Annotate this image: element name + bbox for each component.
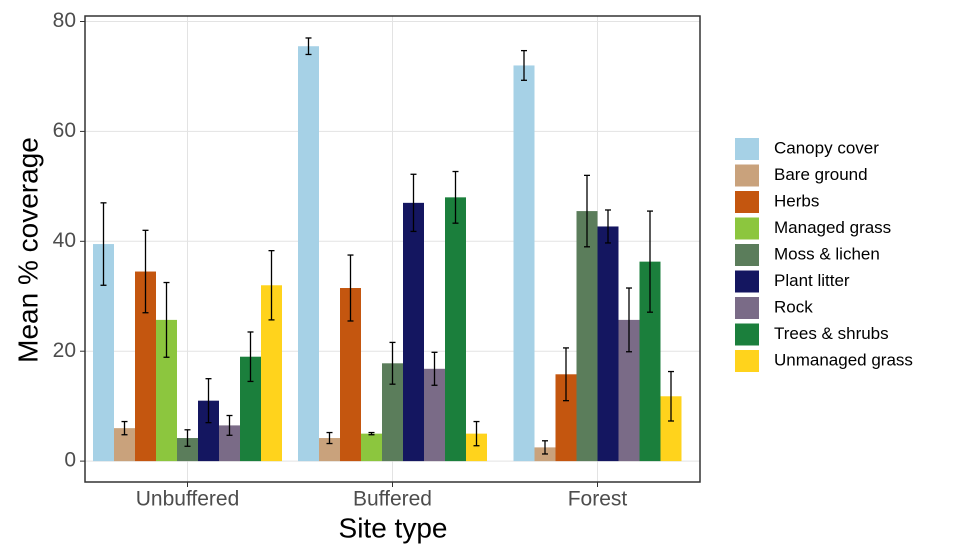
- bar: [198, 400, 219, 462]
- bar: [177, 438, 198, 462]
- legend-swatch: [735, 350, 759, 372]
- bar: [513, 65, 535, 462]
- bar: [114, 428, 135, 462]
- y-tick-label: 0: [64, 449, 76, 472]
- bar: [597, 226, 619, 462]
- legend-swatch: [735, 217, 759, 240]
- bar: [466, 433, 487, 462]
- y-axis-title: Mean % coverage: [12, 137, 43, 363]
- bar: [424, 368, 445, 462]
- legend-label: Moss & lichen: [774, 244, 880, 263]
- bar: [361, 433, 382, 462]
- y-tick-label: 20: [53, 339, 76, 362]
- bar: [135, 271, 156, 462]
- bar: [660, 396, 682, 462]
- legend-swatch: [735, 164, 759, 187]
- legend-label: Managed grass: [774, 218, 891, 237]
- bar: [93, 244, 114, 462]
- bar: [445, 197, 466, 462]
- legend-swatch: [735, 244, 759, 266]
- legend-swatch: [735, 191, 759, 213]
- bar: [298, 46, 319, 462]
- bar: [403, 202, 424, 462]
- legend-label: Plant litter: [774, 271, 850, 290]
- bar: [555, 374, 577, 462]
- legend-label: Canopy cover: [774, 138, 879, 157]
- bar: [576, 211, 598, 462]
- y-tick-label: 60: [53, 119, 76, 142]
- x-tick-label: Forest: [568, 488, 628, 511]
- y-tick-label: 80: [53, 9, 76, 32]
- bar: [219, 425, 240, 462]
- legend-label: Bare ground: [774, 165, 868, 184]
- legend-swatch: [735, 323, 759, 346]
- bar: [319, 438, 340, 462]
- legend-label: Rock: [774, 297, 813, 316]
- bar: [382, 363, 403, 462]
- legend-label: Trees & shrubs: [774, 324, 889, 343]
- legend-swatch: [735, 297, 759, 319]
- legend-label: Unmanaged grass: [774, 350, 913, 369]
- bar: [618, 319, 640, 462]
- bar: [340, 288, 361, 462]
- bar: [639, 261, 661, 462]
- y-tick-label: 40: [53, 229, 76, 252]
- legend-swatch: [735, 270, 759, 293]
- x-tick-label: Buffered: [353, 488, 432, 511]
- bar: [156, 319, 177, 462]
- plot-border: [84, 15, 701, 483]
- x-tick-label: Unbuffered: [136, 488, 240, 511]
- legend-label: Herbs: [774, 191, 819, 210]
- legend-swatch: [735, 138, 759, 160]
- bar: [240, 356, 261, 462]
- bar: [261, 285, 282, 462]
- x-axis-title: Site type: [339, 512, 448, 543]
